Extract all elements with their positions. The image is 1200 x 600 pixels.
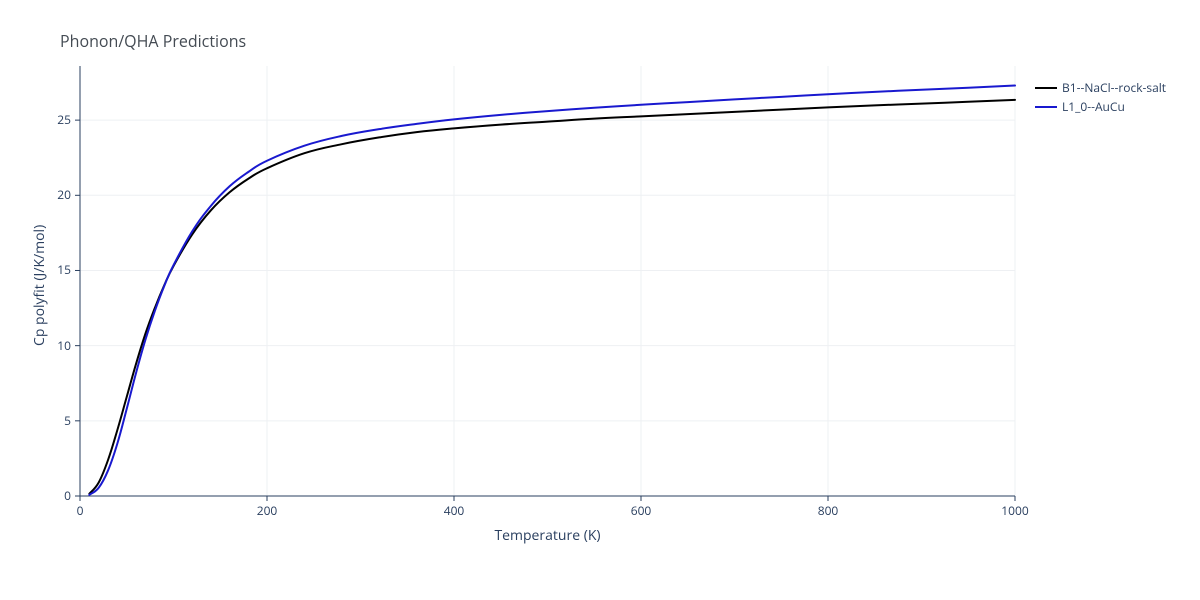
y-tick-label: 5 (64, 415, 71, 427)
y-tick-label: 10 (57, 340, 71, 352)
legend-label: L1_0--AuCu (1062, 98, 1125, 115)
y-tick-label: 20 (57, 189, 71, 201)
x-tick-label: 0 (65, 505, 95, 517)
x-tick-label: 600 (626, 505, 656, 517)
chart-container: Phonon/QHA Predictions Temperature (K) C… (0, 0, 1200, 600)
x-tick-label: 200 (252, 505, 282, 517)
legend-item[interactable]: B1--NaCl--rock-salt (1035, 78, 1166, 97)
legend: B1--NaCl--rock-salt L1_0--AuCu (1035, 78, 1166, 116)
legend-item[interactable]: L1_0--AuCu (1035, 97, 1166, 116)
y-tick-label: 25 (57, 114, 71, 126)
x-tick-label: 800 (813, 505, 843, 517)
legend-swatch (1035, 106, 1057, 108)
y-tick-label: 15 (57, 264, 71, 276)
legend-label: B1--NaCl--rock-salt (1062, 79, 1166, 96)
series-line[interactable] (89, 100, 1015, 494)
y-axis-label: Cp polyfit (J/K/mol) (30, 225, 49, 346)
series-line[interactable] (89, 86, 1015, 495)
x-tick-label: 1000 (1000, 505, 1030, 517)
x-axis-label: Temperature (K) (488, 526, 608, 545)
y-tick-label: 0 (64, 490, 71, 502)
legend-swatch (1035, 87, 1057, 89)
x-tick-label: 400 (439, 505, 469, 517)
